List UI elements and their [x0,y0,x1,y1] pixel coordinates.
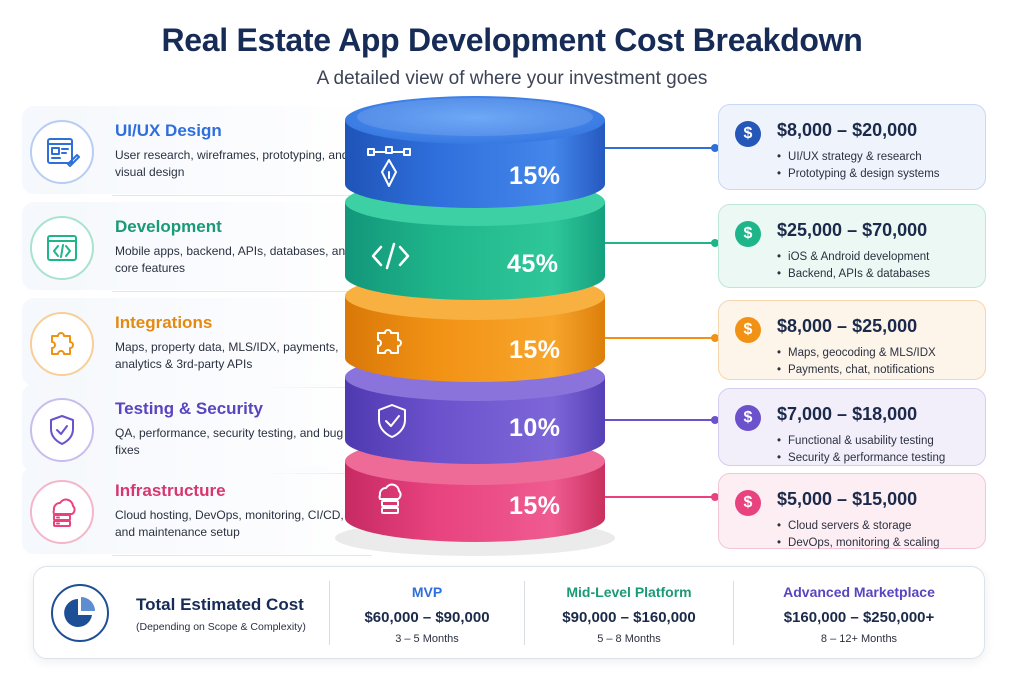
category-card-testing: Testing & Security QA, performance, secu… [22,384,372,474]
dollar-icon: $ [735,221,761,247]
total-cost-panel: Total Estimated Cost (Depending on Scope… [33,566,985,659]
tier-advanced: Advanced Marketplace $160,000 – $250,000… [734,567,984,660]
cost-bullet: Functional & usability testing [777,433,945,450]
tier-price: $90,000 – $160,000 [562,609,696,626]
connector-uiux [605,144,719,152]
total-title: Total Estimated Cost [136,595,304,614]
category-description: User research, wireframes, prototyping, … [115,148,349,179]
tier-duration: 3 – 5 Months [395,633,459,645]
connector-infrastructure [605,493,719,501]
category-title: UI/UX Design [115,121,222,140]
tier-duration: 5 – 8 Months [597,633,661,645]
tier-duration: 8 – 12+ Months [820,633,898,645]
cost-range: $8,000 – $20,000 [777,120,918,140]
connector-development [605,239,719,247]
segment-percent-uiux: 15% [509,162,561,190]
category-title: Integrations [115,313,213,332]
category-card-integrations: Integrations Maps, property data, MLS/ID… [22,298,372,388]
pen-tool-icon [367,146,411,187]
code-window-icon [30,216,94,280]
cost-bullet: Security & performance testing [777,450,945,467]
cost-range: $8,000 – $25,000 [777,316,918,336]
cost-bullet: Prototyping & design systems [777,166,940,183]
dollar-icon: $ [735,490,761,516]
segment-percent-infrastructure: 15% [509,492,561,520]
cost-bullet: Cloud servers & storage [777,518,940,535]
dollar-icon: $ [735,121,761,147]
design-doc-icon [30,120,94,184]
category-card-infrastructure: Infrastructure Cloud hosting, DevOps, mo… [22,466,372,556]
tier-price: $160,000 – $250,000+ [783,609,935,626]
cost-card-uiux: $ $8,000 – $20,000 UI/UX strategy & rese… [718,104,986,190]
page-subtitle: A detailed view of where your investment… [316,68,708,89]
shield-check-icon [378,404,406,438]
category-card-development: Development Mobile apps, backend, APIs, … [22,202,372,292]
cost-bullet: Backend, APIs & databases [777,266,930,283]
cost-bullet: Maps, geocoding & MLS/IDX [777,345,936,362]
category-title: Testing & Security [115,399,263,418]
tier-mid-level: Mid-Level Platform $90,000 – $160,000 5 … [525,567,733,660]
total-note: (Depending on Scope & Complexity) [136,621,306,633]
shield-check-icon [30,398,94,462]
segment-integrations [345,296,605,382]
puzzle-icon [30,312,94,376]
category-description: Maps, property data, MLS/IDX, payments, … [115,340,339,371]
cloud-server-icon [30,480,94,544]
dollar-icon: $ [735,317,761,343]
category-card-uiux: UI/UX Design User research, wireframes, … [22,106,372,196]
category-title: Development [115,217,222,236]
cost-card-development: $ $25,000 – $70,000 iOS & Android develo… [718,204,986,288]
category-description: Cloud hosting, DevOps, monitoring, CI/CD… [115,508,344,539]
tier-name: Advanced Marketplace [783,584,935,600]
cost-card-testing: $ $7,000 – $18,000 Functional & usabilit… [718,388,986,466]
tier-mvp: MVP $60,000 – $90,000 3 – 5 Months [330,567,524,660]
connector-testing [605,416,719,424]
tier-name: Mid-Level Platform [566,584,692,600]
segment-uiux [345,120,605,208]
segment-testing [345,377,605,464]
code-icon [371,242,410,270]
connector-integrations [605,334,719,342]
cost-bullet: DevOps, monitoring & scaling [777,535,939,552]
cost-bullet: iOS & Android development [777,249,930,266]
category-title: Infrastructure [115,481,226,500]
cloud-server-icon [378,483,402,514]
pie-chart-icon [51,584,109,642]
cost-card-infrastructure: $ $5,000 – $15,000 Cloud servers & stora… [718,473,986,549]
tier-name: MVP [411,584,443,600]
cost-card-integrations: $ $8,000 – $25,000 Maps, geocoding & MLS… [718,300,986,380]
cost-range: $25,000 – $70,000 [777,220,928,240]
category-description: Mobile apps, backend, APIs, databases, a… [115,244,352,275]
cost-range: $7,000 – $18,000 [777,404,918,424]
segment-development [345,202,605,300]
cost-bullet: Payments, chat, notifications [777,362,936,379]
category-description: QA, performance, security testing, and b… [115,426,344,457]
page-title: Real Estate App Development Cost Breakdo… [161,22,863,58]
segment-uiux-top [345,96,605,144]
puzzle-icon [377,329,402,354]
segment-percent-testing: 10% [509,414,561,442]
cost-range: $5,000 – $15,000 [777,489,918,509]
tier-price: $60,000 – $90,000 [364,609,490,626]
dollar-icon: $ [735,405,761,431]
segment-percent-development: 45% [507,250,559,278]
segment-percent-integrations: 15% [509,336,561,364]
cost-bullet: UI/UX strategy & research [777,149,940,166]
